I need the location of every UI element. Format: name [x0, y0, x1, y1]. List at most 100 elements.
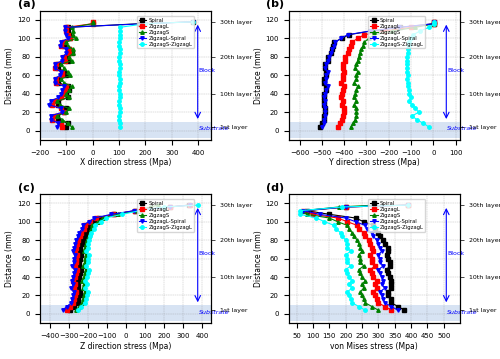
ZigzagS [354, 62, 360, 66]
ZigzagL-Spiral [376, 253, 382, 257]
ZigzagS-ZigzagL [116, 40, 122, 44]
ZigzagS-ZigzagL [190, 20, 196, 24]
ZigzagL-Spiral [142, 22, 148, 26]
ZigzagL [72, 282, 78, 286]
ZigzagS [358, 256, 364, 261]
ZigzagL-Spiral [321, 103, 327, 107]
Spiral [387, 275, 393, 279]
ZigzagL [90, 22, 96, 26]
ZigzagL-Spiral [376, 242, 382, 246]
Spiral [352, 216, 358, 220]
ZigzagS-ZigzagL [406, 92, 412, 96]
ZigzagL [408, 25, 414, 29]
ZigzagS [354, 110, 360, 114]
ZigzagS [70, 33, 76, 37]
Spiral [64, 125, 70, 129]
ZigzagS-ZigzagL [344, 242, 350, 246]
ZigzagS-ZigzagL [404, 55, 409, 59]
ZigzagS [358, 47, 364, 52]
ZigzagL-Spiral [70, 297, 75, 301]
Line: ZigzagS: ZigzagS [56, 20, 94, 129]
Spiral [77, 290, 83, 294]
ZigzagS-ZigzagL [406, 44, 412, 48]
ZigzagL [340, 62, 346, 66]
ZigzagL [370, 290, 376, 294]
ZigzagL-Spiral [76, 230, 82, 235]
ZigzagL-Spiral [352, 220, 358, 224]
ZigzagL-Spiral [380, 297, 386, 301]
ZigzagL [367, 242, 373, 246]
ZigzagL [360, 230, 366, 235]
ZigzagS-ZigzagL [404, 62, 409, 66]
ZigzagL-Spiral [382, 286, 388, 290]
ZigzagL-Spiral [46, 103, 52, 107]
ZigzagS [358, 245, 364, 250]
ZigzagL [58, 95, 64, 99]
ZigzagL-Spiral [58, 106, 64, 111]
ZigzagS-ZigzagL [117, 95, 123, 99]
ZigzagS [81, 275, 87, 279]
ZigzagS [70, 29, 76, 33]
Spiral [75, 301, 81, 305]
ZigzagL [374, 286, 380, 290]
ZigzagL-Spiral [60, 88, 66, 92]
ZigzagS-ZigzagL [119, 212, 125, 216]
ZigzagS [354, 73, 360, 78]
Text: Block: Block [447, 251, 464, 256]
ZigzagS [354, 88, 360, 92]
ZigzagL-Spiral [72, 242, 78, 246]
ZigzagL [72, 275, 78, 279]
ZigzagS [72, 36, 78, 41]
ZigzagS [66, 95, 72, 99]
Text: Substrate: Substrate [198, 126, 229, 131]
ZigzagL-Spiral [405, 203, 411, 207]
ZigzagS-ZigzagL [117, 36, 123, 41]
Spiral [54, 114, 60, 118]
ZigzagL [58, 106, 64, 111]
Spiral [405, 203, 411, 207]
ZigzagS-ZigzagL [117, 80, 123, 85]
ZigzagS-ZigzagL [117, 51, 123, 55]
ZigzagL [369, 245, 375, 250]
ZigzagL [60, 55, 66, 59]
ZigzagL-Spiral [322, 80, 328, 85]
ZigzagS-ZigzagL [116, 59, 122, 63]
ZigzagL [369, 271, 375, 275]
ZigzagL [432, 22, 438, 26]
ZigzagL [432, 20, 438, 24]
ZigzagL [75, 238, 81, 242]
Text: Block: Block [198, 251, 216, 256]
ZigzagS-ZigzagL [412, 106, 418, 111]
ZigzagS [90, 20, 96, 24]
Spiral [56, 103, 62, 107]
ZigzagS [362, 279, 368, 283]
ZigzagL [73, 256, 79, 261]
ZigzagL [405, 203, 411, 207]
ZigzagL-Spiral [396, 25, 402, 29]
ZigzagS-ZigzagL [404, 51, 410, 55]
ZigzagS-ZigzagL [88, 230, 94, 235]
ZigzagL-Spiral [326, 55, 332, 59]
Spiral [68, 51, 74, 55]
Spiral [64, 73, 70, 78]
X-axis label: Z direction stress (Mpa): Z direction stress (Mpa) [80, 342, 172, 351]
ZigzagS [351, 95, 357, 99]
ZigzagS-ZigzagL [405, 203, 411, 207]
Line: ZigzagS: ZigzagS [349, 20, 436, 129]
ZigzagS-ZigzagL [116, 73, 122, 78]
ZigzagS-ZigzagL [406, 99, 412, 103]
ZigzagS-ZigzagL [340, 205, 345, 209]
ZigzagS [362, 301, 368, 305]
ZigzagS [359, 293, 365, 298]
ZigzagL [369, 256, 375, 261]
ZigzagL-Spiral [132, 209, 138, 213]
ZigzagL [334, 125, 340, 129]
Bar [288, 305, 460, 321]
ZigzagL [342, 59, 348, 63]
Spiral [80, 238, 86, 242]
Spiral [166, 205, 172, 209]
Spiral [377, 234, 383, 239]
ZigzagL-Spiral [377, 245, 383, 250]
ZigzagS [354, 59, 360, 63]
Line: Spiral: Spiral [305, 203, 410, 312]
